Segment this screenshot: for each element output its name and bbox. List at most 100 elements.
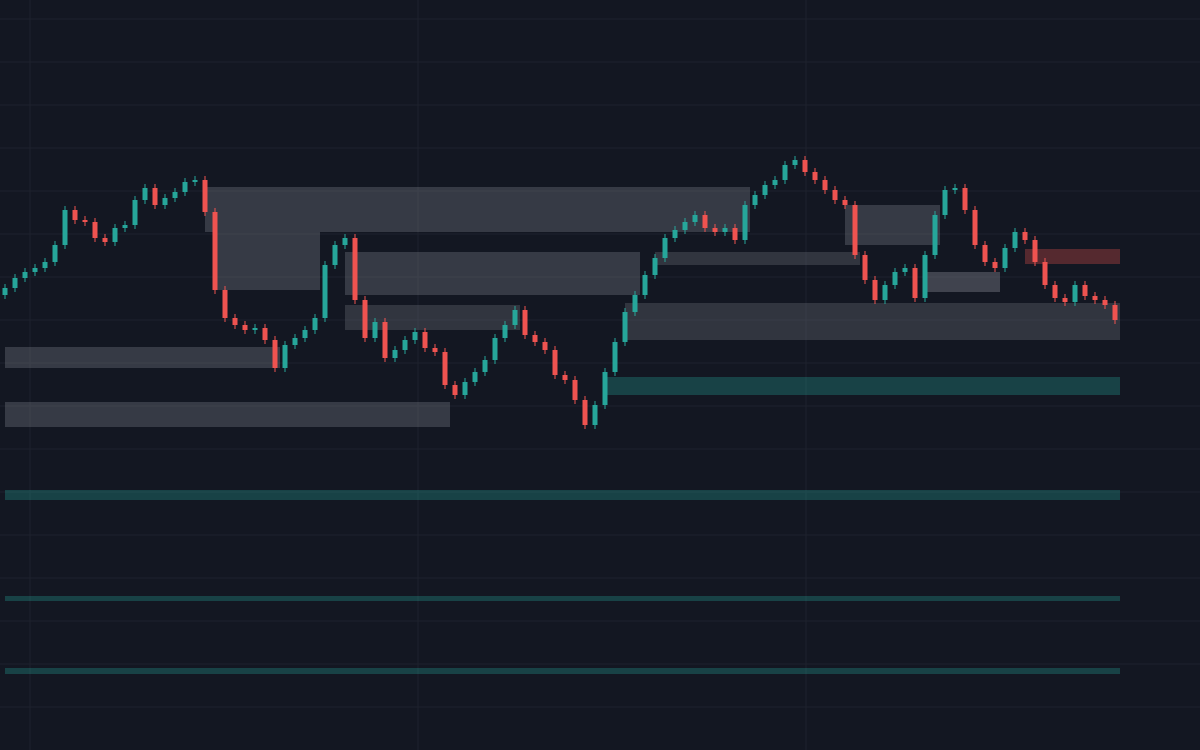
candle-body <box>102 238 108 242</box>
candle-body <box>662 238 668 258</box>
candle-body <box>752 195 758 205</box>
candle-body <box>522 310 528 335</box>
candle-body <box>982 245 988 262</box>
candle-body <box>502 325 508 338</box>
zone <box>215 232 320 290</box>
candle-body <box>612 342 618 372</box>
candle-body <box>2 288 8 295</box>
candle-body <box>642 275 648 295</box>
candle-body <box>942 190 948 215</box>
candle-body <box>592 405 598 425</box>
candle-body <box>462 382 468 395</box>
candle-body <box>482 360 488 372</box>
candle-body <box>542 342 548 350</box>
candle-body <box>422 332 428 348</box>
candle-body <box>1022 232 1028 240</box>
candle-body <box>382 322 388 358</box>
candle-body <box>952 188 958 190</box>
candle-body <box>1102 300 1108 305</box>
candle-body <box>312 318 318 330</box>
candle-body <box>22 272 28 278</box>
candle-body <box>32 268 38 272</box>
candle-body <box>892 272 898 285</box>
candle-body <box>402 340 408 350</box>
candle-body <box>902 268 908 272</box>
zone <box>5 490 1120 500</box>
zone <box>345 252 640 295</box>
candle-body <box>72 210 78 220</box>
candle-body <box>392 350 398 358</box>
zone <box>345 305 520 330</box>
candle-body <box>1002 248 1008 268</box>
candle-body <box>322 265 328 318</box>
candle-body <box>1052 285 1058 298</box>
candle-body <box>432 348 438 352</box>
candle-body <box>1072 285 1078 302</box>
candle-body <box>202 180 208 212</box>
zone <box>625 303 1120 340</box>
candle-body <box>352 238 358 300</box>
candle-body <box>912 268 918 298</box>
candle-body <box>272 340 278 368</box>
candle-body <box>82 220 88 222</box>
candle-body <box>472 372 478 382</box>
candle-body <box>532 335 538 342</box>
candle-body <box>852 205 858 255</box>
candle-body <box>822 180 828 190</box>
zone <box>5 596 1120 601</box>
candle-body <box>372 322 378 338</box>
candle-body <box>772 180 778 185</box>
candle-body <box>262 328 268 340</box>
candle-body <box>172 192 178 198</box>
candle-body <box>762 185 768 195</box>
candle-body <box>132 200 138 225</box>
zone <box>925 272 1000 292</box>
candle-body <box>12 278 18 288</box>
candle-body <box>732 228 738 240</box>
candle-body <box>92 222 98 238</box>
candle-body <box>412 332 418 340</box>
candle-body <box>1042 262 1048 285</box>
candle-body <box>452 385 458 395</box>
candle-body <box>442 352 448 385</box>
candle-body <box>582 400 588 425</box>
candle-body <box>712 228 718 232</box>
candle-body <box>1032 240 1038 262</box>
candle-body <box>302 330 308 338</box>
candle-body <box>232 318 238 325</box>
candle-body <box>1112 305 1118 320</box>
candle-body <box>192 180 198 182</box>
candle-body <box>872 280 878 300</box>
candle-body <box>672 230 678 238</box>
zone <box>5 347 280 368</box>
candle-body <box>842 200 848 205</box>
candle-body <box>52 245 58 262</box>
candle-body <box>692 215 698 222</box>
candle-body <box>992 262 998 268</box>
candle-body <box>122 225 128 228</box>
candle-body <box>142 188 148 200</box>
candle-body <box>652 258 658 275</box>
candle-body <box>182 182 188 192</box>
zone <box>205 187 750 232</box>
candle-body <box>832 190 838 200</box>
candle-body <box>292 338 298 345</box>
candle-body <box>962 188 968 210</box>
candle-body <box>802 160 808 172</box>
candle-body <box>512 310 518 325</box>
candle-body <box>862 255 868 280</box>
candle-body <box>792 160 798 165</box>
candle-body <box>112 228 118 242</box>
zone <box>605 377 1120 395</box>
zone <box>1025 249 1120 264</box>
candle-body <box>222 290 228 318</box>
candle-body <box>162 198 168 205</box>
candle-body <box>42 262 48 268</box>
candle-body <box>1012 232 1018 248</box>
candle-body <box>782 165 788 180</box>
candle-body <box>572 380 578 400</box>
candle-body <box>682 222 688 230</box>
